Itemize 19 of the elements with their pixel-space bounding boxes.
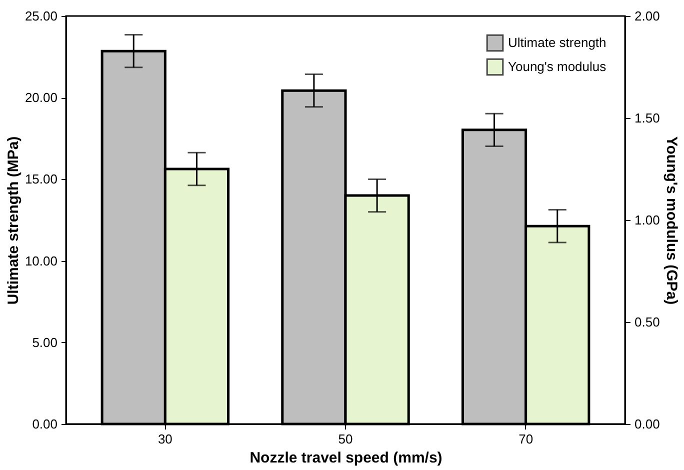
y-axis-title: Ultimate strength (MPa) <box>4 136 22 305</box>
y-tick-label: 25.00 <box>24 8 58 24</box>
x-axis-title: Nozzle travel speed (mm/s) <box>250 450 442 466</box>
y-tick-label: 15.00 <box>24 172 58 187</box>
y2-tick-label: 0.00 <box>634 416 660 432</box>
y2-tick-label: 2.00 <box>634 8 660 24</box>
y-tick-label: 10.00 <box>24 253 58 268</box>
legend-label: Young's modulus <box>508 59 607 74</box>
y2-tick-label: 1.50 <box>634 110 660 126</box>
x-tick-label: 70 <box>518 432 534 446</box>
x-tick-label: 30 <box>158 432 172 446</box>
x-tick-label: 50 <box>338 432 353 446</box>
y-tick-label: 5.00 <box>32 334 58 350</box>
y2-tick-label: 0.50 <box>634 314 660 330</box>
legend-label: Ultimate strength <box>508 35 606 50</box>
y2-tick-label: 1.00 <box>634 212 660 228</box>
y-tick-label: 20.00 <box>24 90 58 106</box>
y2-axis-title: Young's modulus (GPa) <box>662 136 680 305</box>
y-tick-label: 0.00 <box>32 416 58 432</box>
